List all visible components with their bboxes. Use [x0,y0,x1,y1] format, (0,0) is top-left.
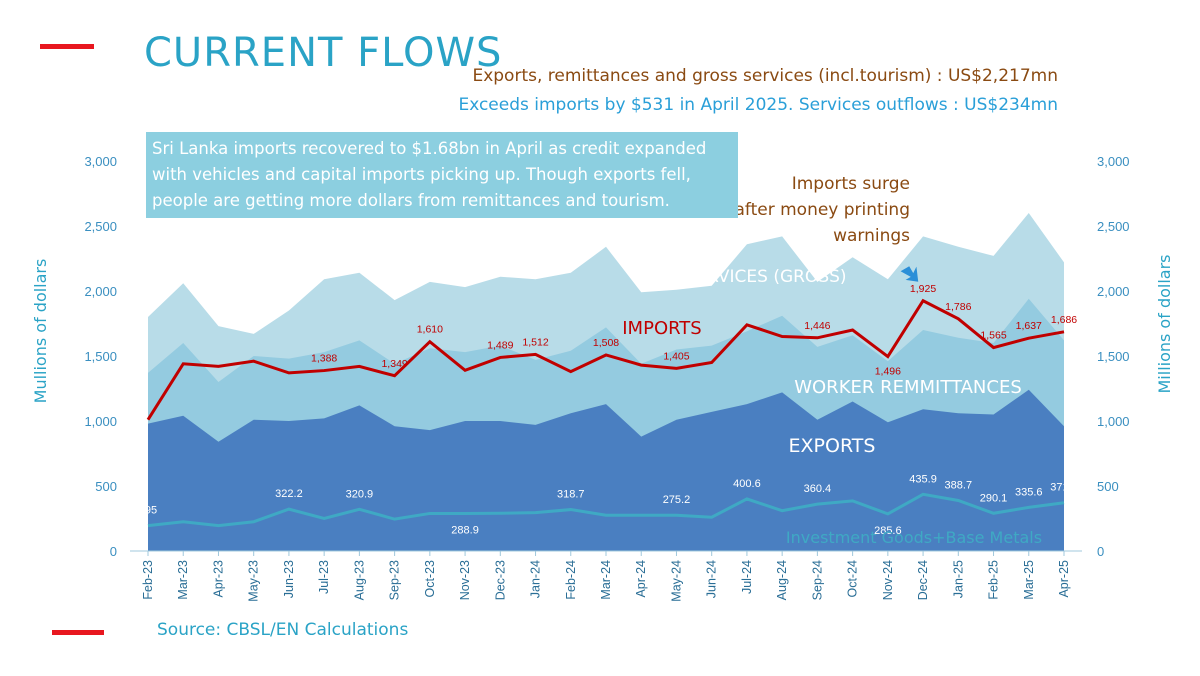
y-axis-left: 0 500 1,000 1,500 2,000 2,500 3,000 [84,154,117,559]
y-tick-label-right: 2,500 [1097,219,1130,234]
annotation-line1: Imports surge [792,174,910,194]
investment-data-label: 435.9 [909,473,937,485]
y-axis-label-left: Mullions of dollars [31,259,50,404]
line-investment-goods [147,492,1065,528]
imports-data-label: 1,512 [522,336,548,348]
x-tick-label: Mar-23 [176,560,190,600]
series-label-imports: IMPORTS [622,318,701,339]
investment-data-label: 322.2 [275,488,303,500]
investment-data-label: 400.6 [733,478,761,490]
imports-data-label: 1,610 [417,324,443,336]
x-tick-label: Sep-23 [388,560,402,600]
investment-data-label: 360.4 [804,483,832,495]
investment-data-label: 195 [139,505,157,517]
x-tick-label: Aug-24 [775,560,789,600]
imports-data-label: 1,925 [910,283,936,295]
x-tick-label: May-23 [247,560,261,602]
investment-data-label: 275.2 [663,494,691,506]
investment-data-label: 288.9 [451,524,479,536]
x-tick-label: Nov-23 [458,560,472,600]
y-axis-label-right: Millions of dollars [1155,255,1174,394]
x-tick-label: Sep-24 [810,560,824,600]
annotation-line3: warnings [833,226,910,246]
imports-data-label: 1,349 [381,358,407,370]
investment-data-label: 318.7 [557,489,585,501]
x-tick-label: Mar-25 [1022,560,1036,600]
x-tick-label: Feb-24 [564,560,578,600]
y-tick-label-left: 0 [110,544,117,559]
x-axis: Feb-23 Mar-23 Apr-23 May-23 Jun-23 Jul-23 Aug-… [130,550,1082,602]
x-tick-label: Apr-23 [211,560,225,598]
series-label-investment: Investment Goods+Base Metals [786,528,1042,547]
x-tick-label: Nov-24 [881,560,895,600]
imports-data-label: 1,565 [980,330,1006,342]
imports-data-label: 1,496 [875,366,901,378]
x-tick-label: Mar-24 [599,560,613,600]
y-tick-label-right: 1,000 [1097,414,1130,429]
investment-data-label: 285.6 [874,525,902,537]
investment-data-label: 371.3 [1050,482,1078,494]
subtitle-exports: Exports, remittances and gross services … [472,66,1058,86]
imports-data-label: 1,508 [593,337,619,349]
x-tick-label: Apr-24 [634,560,648,598]
x-tick-label: Dec-24 [916,560,930,600]
x-tick-label: Jun-23 [282,560,296,598]
imports-data-label: 1,388 [311,353,337,365]
accent-line-top [40,44,94,49]
x-tick-label: Jul-23 [317,560,331,594]
data-labels: 1,388 1,349 1,610 1,489 1,512 1,508 1,405 1,446… [139,283,1078,537]
x-tick-label: Aug-23 [352,560,366,600]
area-layers [148,213,1064,551]
y-tick-label-right: 0 [1097,544,1104,559]
x-tick-label: Feb-23 [141,560,155,600]
x-tick-label: Jul-24 [740,560,754,594]
x-tick-label: Apr-25 [1057,560,1071,598]
line-layers [146,298,1065,528]
source-credit: Source: CBSL/EN Calculations [157,620,409,640]
series-label-remittances: WORKER REMMITTANCES [794,377,1022,398]
page-title: CURRENT FLOWS [144,30,503,76]
area-exports [148,389,1064,551]
y-tick-label-left: 2,500 [84,219,117,234]
imports-data-label: 1,446 [804,320,830,332]
y-tick-label-left: 3,000 [84,154,117,169]
x-tick-label: May-24 [669,560,683,602]
series-label-exports: EXPORTS [789,435,876,457]
x-tick-label: Jan-25 [951,560,965,598]
x-tick-label: Oct-23 [423,560,437,598]
imports-data-label: 1,786 [945,301,971,313]
y-tick-label-right: 3,000 [1097,154,1130,169]
imports-data-label: 1,686 [1051,314,1077,326]
investment-data-label: 290.1 [980,492,1008,504]
y-tick-label-left: 1,000 [84,414,117,429]
arrow-down-icon [900,266,919,282]
annotation-line2: after money printing [734,200,910,220]
y-axis-right: 0 500 1,000 1,500 2,000 2,500 3,000 [1097,154,1130,559]
x-tick-label: Jun-24 [705,560,719,598]
x-tick-label: Feb-25 [987,560,1001,600]
investment-data-label: 388.7 [945,479,973,491]
accent-line-bottom [52,630,104,635]
x-tick-label: Jan-24 [529,560,543,598]
y-tick-label-left: 500 [95,479,117,494]
imports-data-label: 1,489 [487,339,513,351]
y-tick-label-right: 2,000 [1097,284,1130,299]
series-label-services: SERVICES (GROSS) [685,267,846,287]
x-tick-label: Oct-24 [846,560,860,598]
x-tick-label: Dec-23 [493,560,507,600]
line-imports [146,298,1065,421]
subtitle-imports: Exceeds imports by $531 in April 2025. S… [458,95,1058,115]
investment-data-label: 335.6 [1015,486,1043,498]
y-tick-label-left: 2,000 [84,284,117,299]
y-tick-label-right: 1,500 [1097,349,1130,364]
imports-data-label: 1,637 [1016,320,1042,332]
y-tick-label-right: 500 [1097,479,1119,494]
y-tick-label-left: 1,500 [84,349,117,364]
imports-data-label: 1,405 [663,350,689,362]
investment-data-label: 320.9 [346,488,374,500]
commentary-note: Sri Lanka imports recovered to $1.68bn i… [146,132,738,218]
